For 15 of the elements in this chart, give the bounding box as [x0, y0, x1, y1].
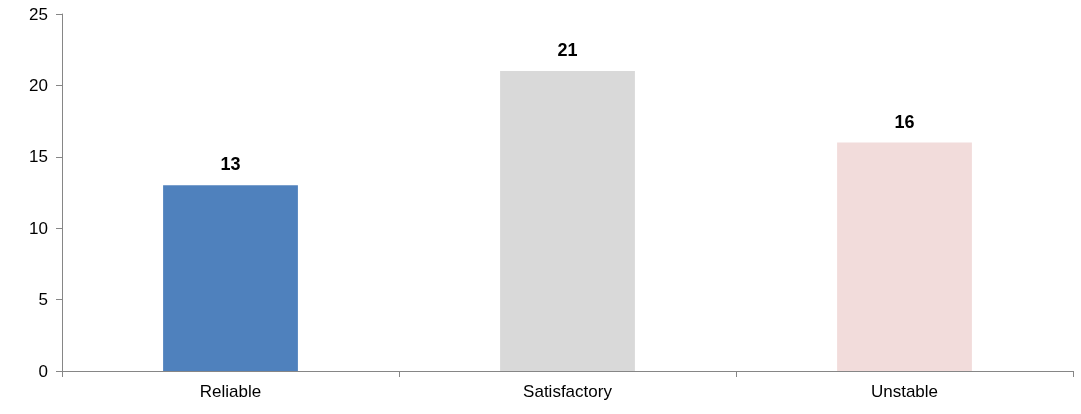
bar: [163, 185, 298, 371]
y-tick-label: 5: [38, 290, 48, 310]
data-label: 21: [557, 40, 578, 61]
x-tick-label: Unstable: [870, 382, 939, 401]
bar: [837, 142, 972, 371]
x-tick-label: Satisfactory: [523, 382, 613, 401]
y-tick-label: 25: [29, 4, 48, 24]
y-tick-label: 15: [29, 147, 48, 167]
bar: [500, 71, 635, 371]
data-label: 13: [220, 154, 241, 175]
x-tick-label: Reliable: [199, 382, 262, 401]
y-tick-label: 0: [38, 361, 48, 381]
data-label: 16: [894, 111, 915, 132]
y-tick-label: 10: [29, 218, 48, 238]
y-tick-label: 20: [29, 75, 48, 95]
